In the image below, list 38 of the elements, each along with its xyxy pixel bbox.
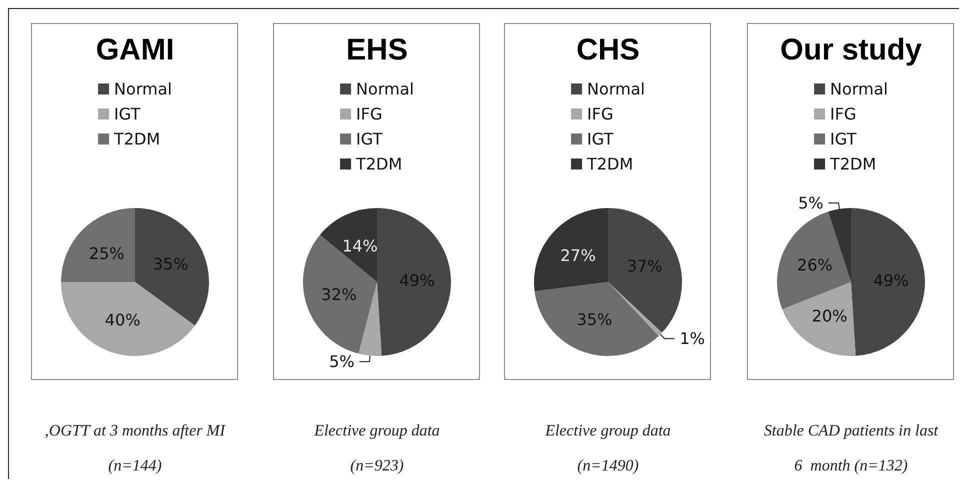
data-label: 35%	[576, 310, 612, 330]
chart-title: Our study	[780, 34, 922, 66]
text: ,OGTT at 3 months after MI	[44, 422, 226, 440]
data-label: 14%	[342, 236, 378, 256]
data-label: 27%	[560, 246, 596, 266]
text: (n=1490)	[577, 458, 639, 474]
data-label: 25%	[88, 244, 124, 264]
legend-label: IGT	[356, 130, 383, 148]
data-label: 1%	[680, 329, 705, 348]
legend-label: Normal	[830, 80, 888, 98]
legend-label: T2DM	[586, 154, 634, 174]
data-label: 5%	[798, 193, 824, 212]
data-label: 40%	[104, 310, 140, 330]
legend-label: IFG	[830, 104, 856, 124]
legend-label: Normal	[114, 80, 172, 98]
text: (n=144)	[108, 458, 162, 474]
legend-label: Normal	[356, 80, 414, 98]
legend-label: T2DM	[829, 154, 876, 174]
legend-label: IFG	[356, 104, 382, 124]
legend-label: IFG	[587, 104, 614, 124]
legend-label: T2DM	[113, 130, 160, 148]
legend-label: T2DM	[355, 154, 402, 174]
chart-title: EHS	[346, 34, 408, 66]
data-label: 32%	[321, 284, 357, 304]
legend-label: Normal	[587, 80, 645, 98]
text: Elective group data	[313, 422, 440, 440]
legend-label: IGT	[114, 104, 141, 124]
text: Stable CAD patients in last	[764, 422, 939, 440]
text: (n=923)	[350, 458, 404, 474]
text: Elective group data	[544, 422, 671, 440]
legend-label: IGT	[830, 130, 857, 148]
text: 6 month (n=132)	[794, 458, 908, 474]
data-label: 20%	[812, 306, 848, 326]
data-label: 5%	[329, 352, 354, 372]
data-label: 26%	[797, 255, 833, 274]
chart-title: GAMI	[96, 34, 174, 66]
legend-label: IGT	[587, 130, 614, 148]
chart-title: CHS	[576, 34, 640, 66]
